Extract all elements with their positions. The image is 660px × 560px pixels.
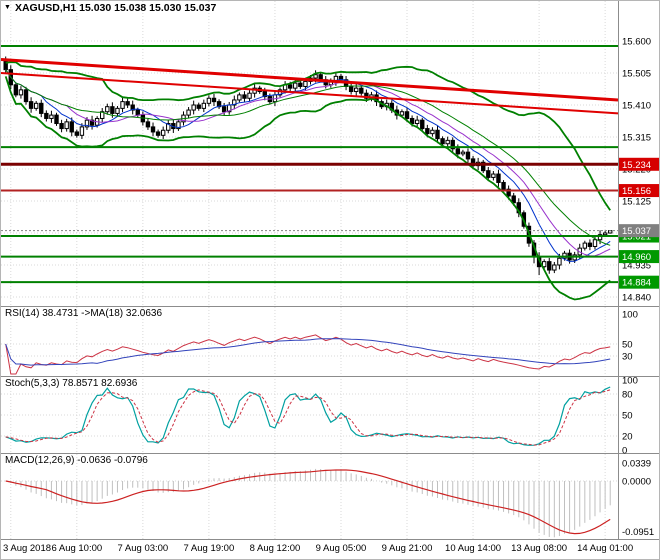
svg-text:14.960: 14.960 (622, 252, 651, 263)
svg-text:30: 30 (622, 352, 633, 363)
svg-text:50: 50 (622, 340, 633, 351)
svg-text:14.840: 14.840 (622, 293, 651, 304)
svg-text:15.156: 15.156 (622, 186, 651, 197)
svg-text:100: 100 (622, 310, 638, 321)
svg-text:50: 50 (622, 411, 633, 422)
price-axis[interactable]: 15.60015.50515.41015.31515.22015.12515.0… (619, 37, 660, 304)
svg-text:0.0339: 0.0339 (622, 458, 651, 469)
indicator-axis[interactable]: 100503010080502000.03390.0000-0.0951 (622, 310, 654, 539)
svg-text:3 Aug 2018: 3 Aug 2018 (3, 543, 51, 554)
svg-text:80: 80 (622, 390, 633, 401)
svg-text:15.315: 15.315 (622, 133, 651, 144)
svg-text:15.410: 15.410 (622, 101, 651, 112)
candlestick-series (4, 56, 612, 275)
svg-text:9 Aug 21:00: 9 Aug 21:00 (382, 543, 433, 554)
svg-text:13 Aug 08:00: 13 Aug 08:00 (511, 543, 567, 554)
chart-header: ▼ XAGUSD,H1 15.030 15.038 15.030 15.037 (4, 2, 216, 14)
svg-text:15.125: 15.125 (622, 197, 651, 208)
time-axis[interactable]: 3 Aug 20186 Aug 10:00 7 Aug 03:00 7 Aug 19… (3, 543, 633, 554)
svg-text:0.0000: 0.0000 (622, 477, 651, 488)
svg-text:7 Aug 03:00: 7 Aug 03:00 (118, 543, 169, 554)
svg-text:100: 100 (622, 376, 638, 387)
svg-text:10 Aug 14:00: 10 Aug 14:00 (445, 543, 501, 554)
svg-text:8 Aug 12:00: 8 Aug 12:00 (250, 543, 301, 554)
symbol-dropdown-icon[interactable]: ▼ (4, 4, 11, 11)
chart-window: ▼ XAGUSD,H1 15.030 15.038 15.030 15.037 R… (0, 0, 660, 560)
rsi-indicator-label: RSI(14) 38.4731 ->MA(18) 32.0636 (5, 308, 162, 319)
chart-title: XAGUSD,H1 15.030 15.038 15.030 15.037 (15, 2, 216, 14)
svg-text:15.037: 15.037 (622, 226, 651, 237)
svg-text:14.884: 14.884 (622, 278, 651, 289)
svg-text:-0.0951: -0.0951 (622, 527, 654, 538)
svg-text:0: 0 (622, 446, 627, 457)
stoch-indicator-label: Stoch(5,3,3) 78.8571 82.6936 (5, 378, 137, 389)
svg-text:20: 20 (622, 432, 633, 443)
chart-canvas[interactable]: 15.60015.50515.41015.31515.22015.12515.0… (1, 1, 660, 560)
bollinger-bands (6, 62, 611, 299)
svg-text:15.234: 15.234 (622, 160, 651, 171)
indicator-panels (1, 335, 618, 537)
macd-indicator-label: MACD(12,26,9) -0.0636 -0.0796 (5, 455, 148, 466)
svg-text:9 Aug 05:00: 9 Aug 05:00 (316, 543, 367, 554)
svg-text:14 Aug 01:00: 14 Aug 01:00 (577, 543, 633, 554)
svg-text:15.600: 15.600 (622, 37, 651, 48)
svg-text:7 Aug 19:00: 7 Aug 19:00 (184, 543, 235, 554)
svg-text:15.505: 15.505 (622, 69, 651, 80)
svg-text:6 Aug 10:00: 6 Aug 10:00 (51, 543, 102, 554)
